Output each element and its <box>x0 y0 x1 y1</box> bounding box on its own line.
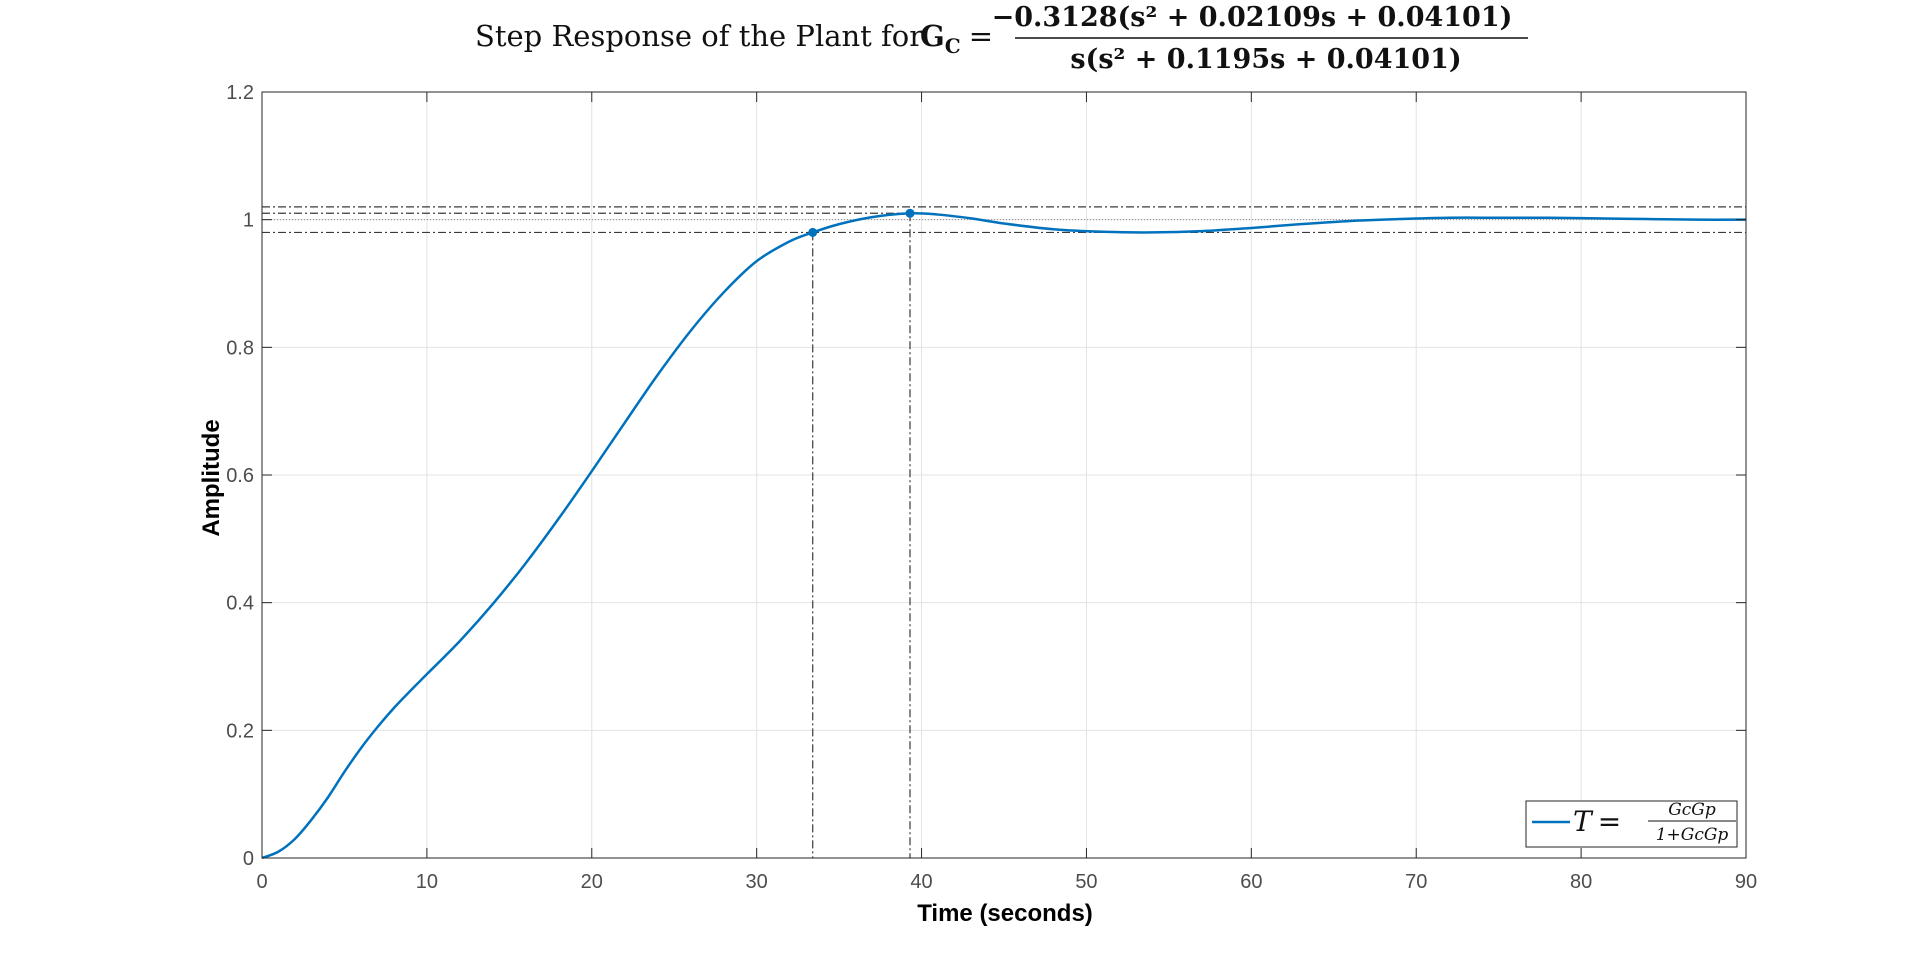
series-line-step-response <box>261 211 1747 860</box>
x-tick-label: 40 <box>910 871 932 893</box>
x-tick-label: 30 <box>746 871 768 893</box>
chart-title: Step Response of the Plant for GC = −0.31… <box>475 2 1528 75</box>
x-tick-label: 60 <box>1240 871 1262 893</box>
title-lhs: GC = <box>920 19 993 58</box>
y-tick-label: 1 <box>243 210 254 232</box>
x-axis-label: Time (seconds) <box>917 900 1093 927</box>
x-tick-label: 80 <box>1570 871 1592 893</box>
y-axis-label: Amplitude <box>198 419 225 536</box>
title-equals: = <box>969 19 993 53</box>
x-tick-label: 20 <box>581 871 603 893</box>
title-lhs-subscript: C <box>945 34 961 58</box>
title-numerator: −0.3128(s² + 0.02109s + 0.04101) <box>992 2 1513 33</box>
title-lhs-symbol: G <box>920 19 945 53</box>
legend: T = GcGp 1+GcGp <box>1525 800 1738 848</box>
legend-denominator: 1+GcGp <box>1656 825 1729 845</box>
legend-lhs: T = <box>1573 805 1621 838</box>
y-tick-label: 0 <box>243 848 254 870</box>
settling-time-marker <box>808 227 818 237</box>
y-tick-label: 1.2 <box>226 82 254 104</box>
y-tick-label: 0.8 <box>226 337 254 359</box>
legend-lhs-symbol: T <box>1573 805 1594 838</box>
y-tick-label: 0.4 <box>226 593 254 615</box>
legend-numerator: GcGp <box>1668 800 1716 820</box>
title-prefix: Step Response of the Plant for <box>475 19 923 53</box>
x-tick-label: 50 <box>1075 871 1097 893</box>
title-denominator: s(s² + 0.1195s + 0.04101) <box>1070 44 1461 75</box>
peak-response-marker <box>905 208 915 218</box>
x-tick-label: 0 <box>256 871 267 893</box>
legend-equals: = <box>1598 805 1621 838</box>
y-tick-label: 0.2 <box>226 720 254 742</box>
plot-area: 0 10 20 30 40 50 60 70 80 90 0 0.2 0.4 0.6 0.8 1 1.2 <box>226 82 1757 893</box>
x-tick-label: 70 <box>1405 871 1427 893</box>
x-tick-label: 90 <box>1735 871 1757 893</box>
legend-box <box>1525 800 1738 848</box>
y-tick-label: 0.6 <box>226 465 254 487</box>
x-tick-label: 10 <box>416 871 438 893</box>
